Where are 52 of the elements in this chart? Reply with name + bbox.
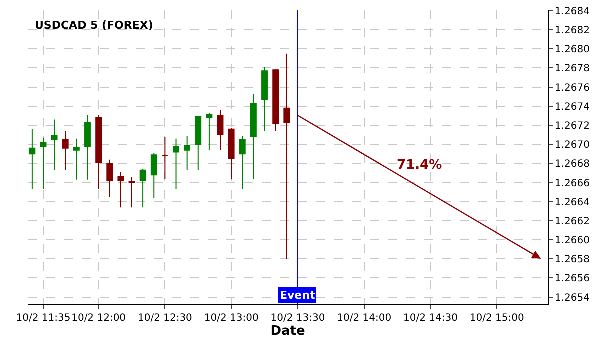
y-tick-label: 1.2676	[555, 82, 590, 94]
x-tick-label: 10/2 15:00	[470, 313, 524, 324]
candlestick	[62, 130, 69, 171]
y-tick-label: 1.2670	[555, 140, 590, 152]
candlestick	[206, 112, 213, 151]
candlestick	[128, 176, 136, 208]
candlestick	[250, 94, 257, 180]
candlestick	[84, 114, 91, 180]
candlestick	[195, 115, 202, 171]
y-tick-label: 1.2668	[555, 159, 590, 170]
candlestick	[40, 137, 47, 190]
candlestick	[51, 119, 58, 171]
candlestick	[29, 128, 36, 190]
candlestick	[140, 168, 146, 208]
candlestick	[96, 114, 102, 190]
candlestick	[228, 128, 235, 180]
annotation: 71.4%	[397, 158, 442, 173]
y-tick-label: 1.2674	[555, 102, 590, 113]
y-tick-label: 1.2666	[555, 178, 590, 190]
y-tick-label: 1.2680	[555, 44, 590, 56]
x-tick-label: 10/2 14:00	[337, 313, 392, 324]
y-tick-label: 1.2656	[555, 274, 590, 285]
text: USDCAD 5 (FOREX)	[35, 19, 154, 32]
y-tick-label: 1.2658	[555, 254, 590, 266]
x-tick-label: 10/2 13:30	[270, 313, 326, 324]
candlestick	[272, 68, 280, 132]
x-tick-label: 10/2 14:30	[403, 313, 458, 324]
candlestick	[239, 136, 246, 190]
y-tick-label: 1.2684	[555, 6, 590, 18]
candlestick	[262, 66, 268, 132]
ref-line-label: Event	[280, 289, 316, 302]
x-tick-label: 10/2 12:30	[138, 313, 192, 324]
x-tick-label: 10/2 11:35	[16, 313, 71, 324]
x-axis-title: Date	[270, 324, 306, 339]
y-tick-label: 1.2654	[555, 292, 590, 304]
candlestick	[106, 159, 114, 198]
y-tick-label: 1.2662	[555, 216, 590, 228]
x-tick-label: 10/2 13:00	[204, 313, 259, 324]
candlestick	[162, 136, 168, 180]
candlestick	[73, 138, 80, 180]
candlestick	[284, 53, 290, 260]
candlestick	[217, 110, 224, 151]
y-tick-label: 1.2660	[555, 236, 590, 247]
candlestick	[184, 136, 191, 171]
candlestick	[150, 152, 158, 199]
x-tick-label: 10/2 12:00	[72, 313, 126, 324]
candlestick	[118, 172, 124, 208]
y-tick-label: 1.2682	[555, 26, 590, 37]
y-tick-label: 1.2664	[555, 197, 590, 208]
candlestick	[173, 138, 180, 190]
y-tick-label: 1.2672	[555, 121, 590, 132]
y-tick-label: 1.2678	[555, 64, 590, 75]
